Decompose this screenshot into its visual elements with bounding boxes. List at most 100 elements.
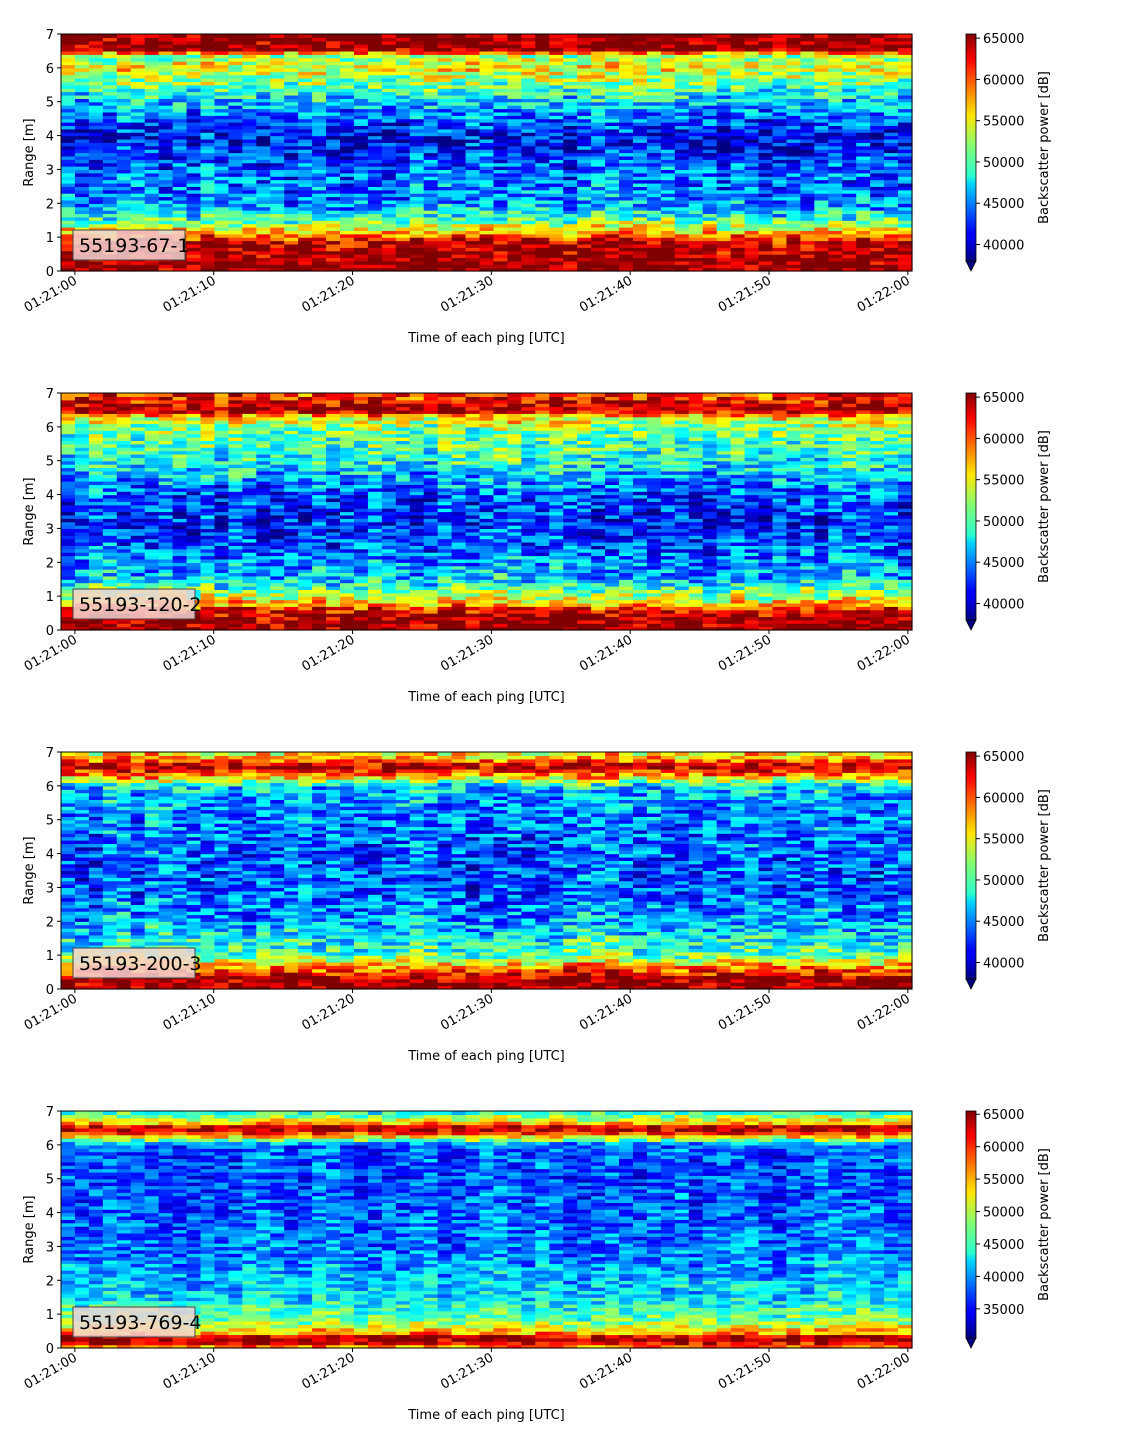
heatmap-cell xyxy=(88,125,104,130)
heatmap-cell xyxy=(74,101,90,106)
heatmap-cell xyxy=(61,186,76,191)
heatmap-cell xyxy=(172,155,188,160)
heatmap-cell xyxy=(451,64,467,69)
heatmap-cell xyxy=(284,216,299,221)
heatmap-cell xyxy=(214,47,230,52)
heatmap-cell xyxy=(88,267,104,272)
heatmap-cell xyxy=(353,101,369,106)
heatmap-cell xyxy=(214,78,230,82)
heatmap-cell xyxy=(172,186,188,191)
heatmap-cell xyxy=(74,132,90,137)
heatmap-cell xyxy=(228,91,243,96)
heatmap-cell xyxy=(367,213,383,218)
heatmap-cell xyxy=(507,142,522,147)
heatmap-cell xyxy=(186,216,202,221)
heatmap-cell xyxy=(186,264,202,269)
heatmap-cell xyxy=(535,81,550,86)
heatmap-cell xyxy=(395,135,411,140)
heatmap-cell xyxy=(144,264,160,269)
x-tick-label: 01:21:30 xyxy=(438,273,496,315)
heatmap-cell xyxy=(326,61,341,66)
heatmap-cell xyxy=(242,264,257,269)
heatmap-cell xyxy=(353,50,369,55)
heatmap-cell xyxy=(423,105,439,110)
heatmap-cell xyxy=(549,98,564,103)
heatmap-cell xyxy=(102,111,118,116)
heatmap-cell xyxy=(102,145,118,150)
heatmap-cell xyxy=(242,122,257,127)
heatmap-cell xyxy=(186,98,202,103)
heatmap-cell xyxy=(451,172,467,177)
heatmap-cell xyxy=(535,179,550,184)
heatmap-cell xyxy=(144,125,160,130)
heatmap-cell xyxy=(521,172,536,177)
heatmap-cell xyxy=(423,34,439,38)
heatmap-cell xyxy=(102,196,118,201)
heatmap-cell xyxy=(465,84,481,89)
heatmap-cell xyxy=(507,176,522,181)
heatmap-cell xyxy=(367,142,383,147)
heatmap-cell xyxy=(228,94,243,99)
heatmap-cell xyxy=(186,243,202,248)
heatmap-cell xyxy=(493,108,509,113)
heatmap-cell xyxy=(521,260,536,265)
heatmap-cell xyxy=(61,152,76,157)
heatmap-cell xyxy=(298,159,313,164)
heatmap-cell xyxy=(381,199,397,204)
heatmap-cell xyxy=(326,142,341,147)
heatmap-cell xyxy=(521,81,536,86)
heatmap-cell xyxy=(284,98,299,103)
heatmap-cell xyxy=(367,264,383,269)
heatmap-cell xyxy=(312,50,327,55)
heatmap-cell xyxy=(270,37,285,42)
heatmap-cell xyxy=(395,223,411,228)
heatmap-cell xyxy=(116,260,132,265)
heatmap-cell xyxy=(479,233,495,238)
heatmap-cell xyxy=(535,54,550,59)
heatmap-cell xyxy=(549,210,564,215)
heatmap-cell xyxy=(144,108,160,113)
heatmap-cell xyxy=(172,264,188,269)
heatmap-cell xyxy=(493,267,509,272)
heatmap-cell xyxy=(772,34,788,38)
heatmap-cell xyxy=(200,172,216,177)
heatmap-cell xyxy=(437,105,453,110)
heatmap-cell xyxy=(381,98,397,103)
heatmap-cell xyxy=(242,64,257,69)
heatmap-cell xyxy=(340,240,355,245)
y-tick-label: 7 xyxy=(46,28,54,43)
heatmap-cell xyxy=(326,193,341,198)
heatmap-cell xyxy=(284,169,299,174)
heatmap-cell xyxy=(186,135,202,140)
heatmap-cell xyxy=(116,155,132,160)
heatmap-cell xyxy=(284,230,299,235)
heatmap-cell xyxy=(270,254,285,259)
heatmap-cell xyxy=(451,260,467,265)
heatmap-cell xyxy=(270,111,285,116)
heatmap-cell xyxy=(116,159,132,164)
heatmap-cell xyxy=(479,226,495,231)
heatmap-cell xyxy=(200,254,216,259)
heatmap-cell xyxy=(270,159,285,164)
heatmap-cell xyxy=(563,135,578,140)
heatmap-cell xyxy=(88,74,104,79)
heatmap-cell xyxy=(409,74,425,79)
heatmap-cell xyxy=(312,247,327,252)
heatmap-cell xyxy=(437,182,453,187)
heatmap-cell xyxy=(423,254,439,259)
heatmap-cell xyxy=(298,220,313,225)
y-tick-label: 5 xyxy=(46,96,54,111)
heatmap-cell xyxy=(102,132,118,137)
heatmap-cell xyxy=(340,233,355,238)
heatmap-cell xyxy=(465,186,481,191)
heatmap-cell xyxy=(563,250,578,255)
heatmap-cell xyxy=(130,166,146,171)
heatmap-cell xyxy=(228,182,243,187)
heatmap-cell xyxy=(130,47,146,52)
heatmap-cell xyxy=(214,105,230,110)
heatmap-cell xyxy=(186,166,202,171)
heatmap-cell xyxy=(451,78,467,82)
heatmap-cell xyxy=(353,166,369,171)
heatmap-cell xyxy=(256,216,271,221)
heatmap-cell xyxy=(298,115,313,120)
